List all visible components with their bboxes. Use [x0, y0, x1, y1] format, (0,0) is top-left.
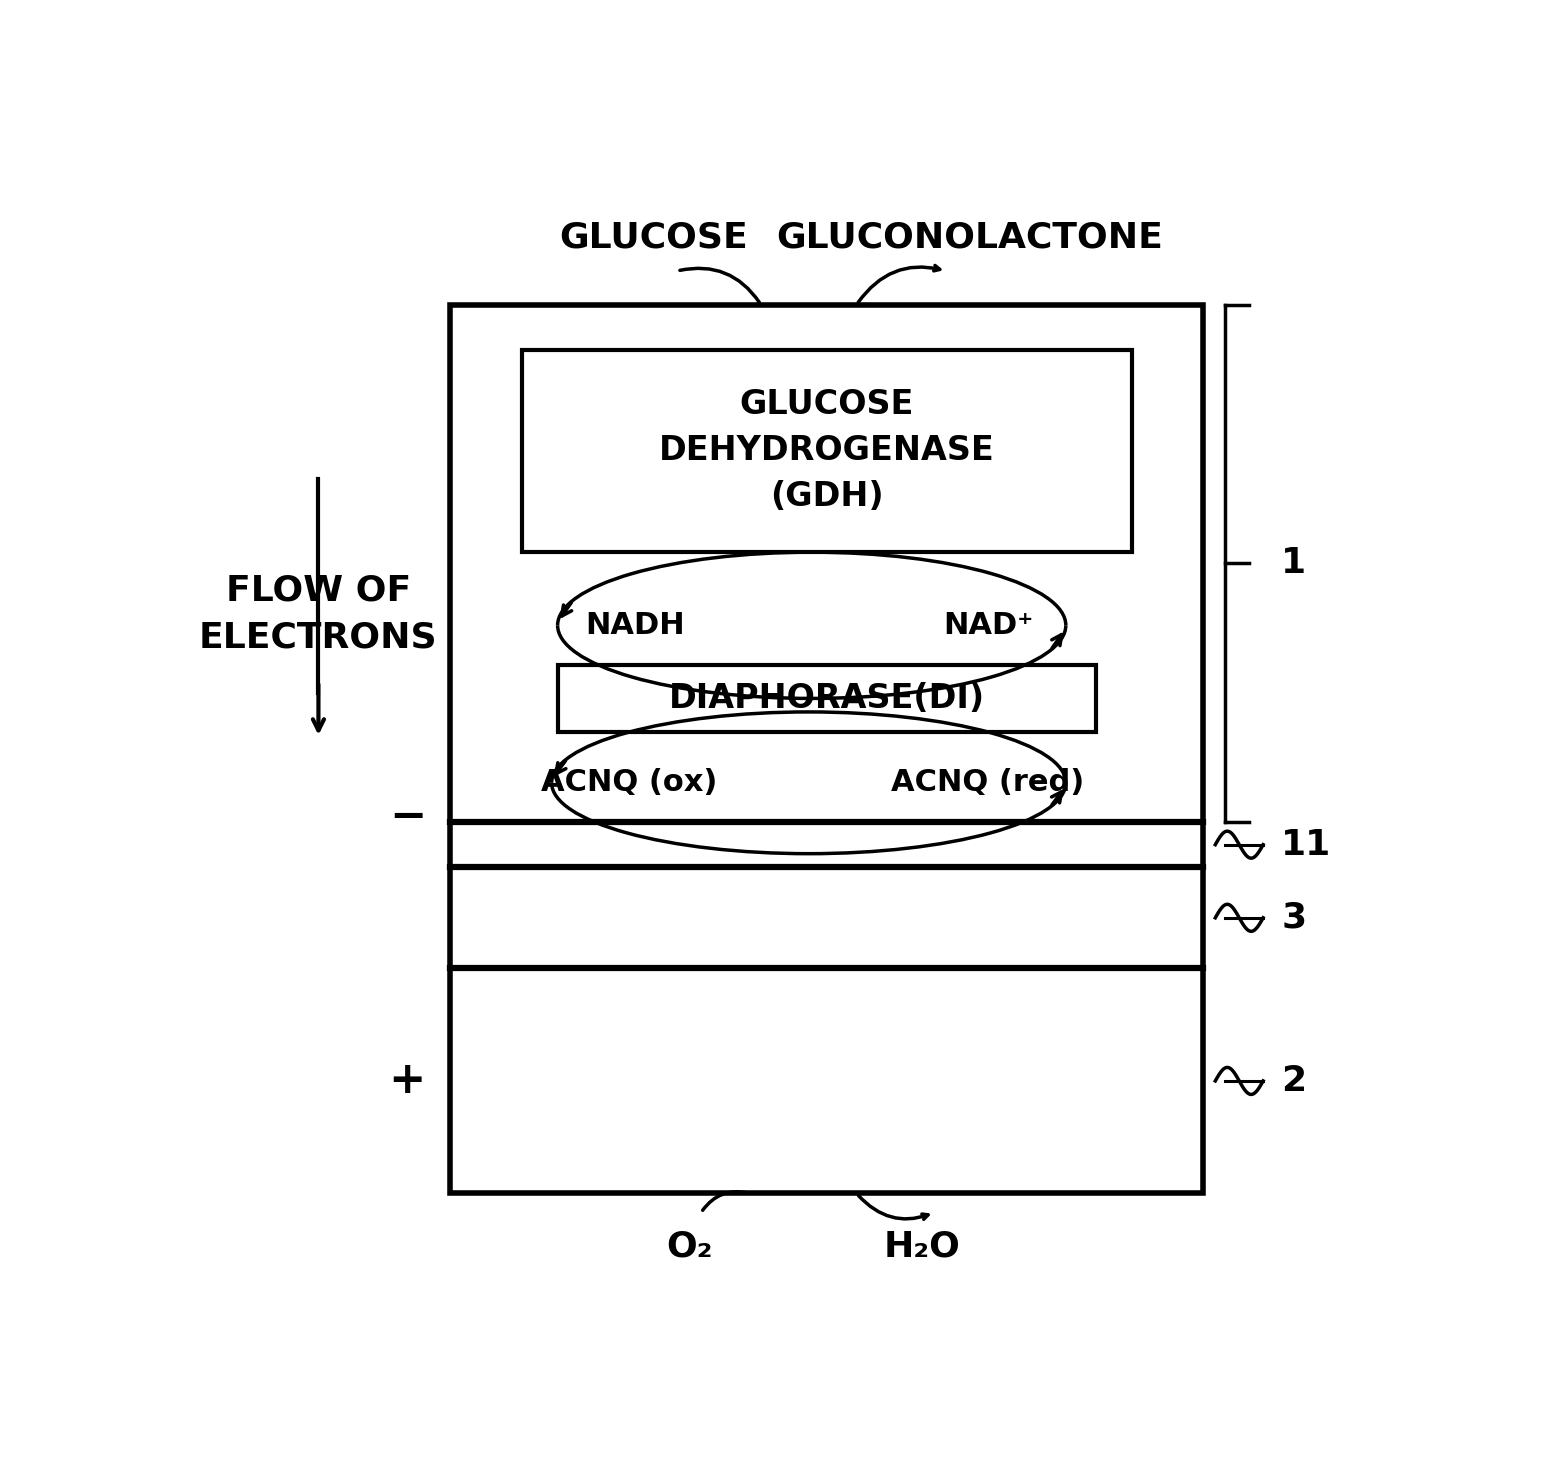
Bar	[557, 665, 1096, 732]
Text: 1: 1	[1281, 546, 1307, 580]
Text: +: +	[389, 1059, 426, 1103]
Text: 2: 2	[1281, 1064, 1307, 1097]
Text: GLUCONOLACTONE: GLUCONOLACTONE	[776, 221, 1163, 254]
Text: DIAPHORASE(DI): DIAPHORASE(DI)	[668, 682, 984, 714]
Text: NADH: NADH	[585, 611, 685, 640]
Text: GLUCOSE
DEHYDROGENASE
(GDH): GLUCOSE DEHYDROGENASE (GDH)	[659, 389, 995, 513]
Text: ACNQ (ox): ACNQ (ox)	[542, 768, 717, 798]
Text: FLOW OF
ELECTRONS: FLOW OF ELECTRONS	[199, 573, 438, 655]
Text: 11: 11	[1281, 828, 1332, 862]
Bar	[522, 349, 1131, 552]
Text: NAD⁺: NAD⁺	[943, 611, 1034, 640]
Bar	[451, 305, 1204, 1194]
Text: ACNQ (red): ACNQ (red)	[892, 768, 1085, 798]
Text: GLUCOSE: GLUCOSE	[559, 221, 748, 254]
Text: H₂O: H₂O	[884, 1229, 961, 1264]
Text: O₂: O₂	[667, 1229, 713, 1264]
Text: 3: 3	[1281, 901, 1307, 935]
Text: −: −	[389, 795, 426, 839]
